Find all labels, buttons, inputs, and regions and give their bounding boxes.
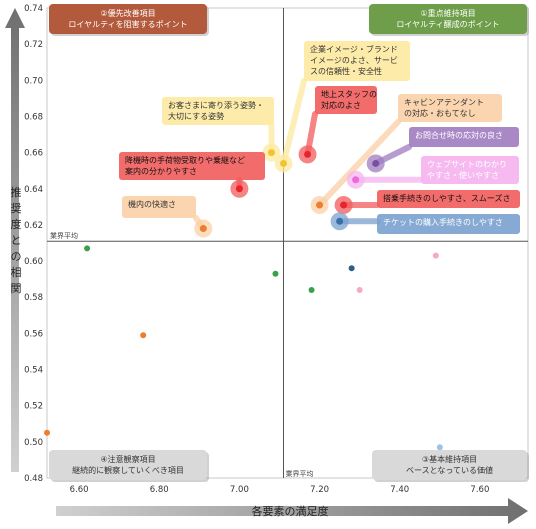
point-label: お問合せ時の応対の良さ <box>415 130 503 140</box>
label-box <box>409 127 519 147</box>
data-point <box>44 429 50 436</box>
quadrant-label-line: ③基本維持項目 <box>422 454 477 464</box>
y-tick-label: 0.62 <box>24 221 43 231</box>
point-label: チケットの購入手続きのしやすさ <box>383 217 503 227</box>
x-tick-label: 7.20 <box>310 485 329 495</box>
point-label: お客さまに寄り添う姿勢・大切にする姿勢 <box>168 100 264 121</box>
data-point <box>432 252 439 259</box>
x-tick-label: 7.40 <box>390 485 409 495</box>
axis-titles: 各要素の満足度 推奨度との相関 <box>11 185 329 518</box>
label-box <box>377 190 520 208</box>
y-tick-label: 0.56 <box>24 329 43 339</box>
x-tick-label: 6.60 <box>70 485 89 495</box>
label-box <box>122 196 196 218</box>
y-tick-label: 0.72 <box>24 40 43 50</box>
label-box <box>315 86 377 114</box>
data-point <box>304 150 312 158</box>
data-point <box>272 270 279 277</box>
axis-arrows <box>5 8 528 524</box>
tick-labels: 0.48 0.50 0.52 0.54 0.56 0.58 0.60 0.62 0.64 0.66… <box>24 4 489 495</box>
y-tick-label: 0.50 <box>24 438 43 448</box>
y-reference-label: 業界平均 <box>50 231 78 240</box>
x-tick-label: 7.60 <box>470 485 489 495</box>
quadrant-label-line: ②優先改善項目 <box>100 8 155 18</box>
x-reference-label: 業界平均 <box>285 469 313 478</box>
data-point <box>235 185 243 193</box>
y-tick-label: 0.58 <box>24 293 43 303</box>
label-box <box>119 152 265 180</box>
label-box <box>304 41 410 81</box>
quadrant-label-line: ④注意観察項目 <box>100 454 155 464</box>
y-axis-arrow <box>5 8 25 472</box>
data-point <box>372 159 380 167</box>
data-point <box>436 444 443 451</box>
y-axis-title: 推奨度との相関 <box>11 185 22 295</box>
label-box <box>377 214 520 234</box>
y-tick-label: 0.68 <box>24 112 43 122</box>
x-tick-label: 6.80 <box>150 485 169 495</box>
data-point <box>84 245 91 252</box>
point-label: 企業イメージ・ブランドイメージのよさ、サービスの信頼性・安全性 <box>310 44 398 76</box>
quadrant-label-line: ①重点維持項目 <box>420 8 475 18</box>
quadrant-box <box>49 4 207 34</box>
data-point <box>316 201 324 209</box>
data-point <box>348 265 355 272</box>
label-box <box>421 156 519 184</box>
quadrant-label-line: ベースとなっている価値 <box>406 465 493 475</box>
data-point <box>356 287 363 293</box>
y-tick-label: 0.66 <box>24 149 43 159</box>
point-label: キャビンアテンダントの対応・おもてなし <box>404 97 484 118</box>
y-tick-label: 0.60 <box>24 257 43 267</box>
y-tick-label: 0.48 <box>24 474 43 484</box>
plot-border <box>46 7 529 479</box>
point-label: 地上スタッフの対応のよさ <box>321 89 377 110</box>
point-label: ウェブサイトのわかりやすさ・使いやすさ <box>427 159 507 180</box>
data-point <box>267 149 275 157</box>
y-tick-label: 0.64 <box>24 185 43 195</box>
quadrant-box <box>372 450 527 480</box>
point-label: 降機時の手荷物受取りや乗継など案内の分かりやすさ <box>125 155 245 176</box>
quadrant-box <box>369 4 527 34</box>
label-leader <box>316 119 401 209</box>
quadrant-label-line: ロイヤルティを阻害するポイント <box>68 19 187 29</box>
data-point <box>199 225 207 233</box>
y-tick-label: 0.52 <box>24 402 43 412</box>
x-axis-title: 各要素の満足度 <box>252 504 329 518</box>
data-point <box>308 287 315 293</box>
label-box <box>162 97 274 125</box>
x-axis-arrow <box>56 498 528 524</box>
data-point <box>279 159 287 167</box>
y-tick-label: 0.74 <box>24 4 43 14</box>
data-point <box>140 332 147 339</box>
data-point <box>336 217 344 225</box>
quadrant-box <box>49 450 207 480</box>
point-label: 機内の快適さ <box>128 199 176 209</box>
plot-area <box>46 7 529 479</box>
label-box <box>398 94 502 122</box>
y-tick-label: 0.70 <box>24 76 43 86</box>
label-leader <box>280 78 307 167</box>
x-tick-label: 7.00 <box>230 485 249 495</box>
quadrant-label-line: 継続的に観察していくべき項目 <box>72 465 184 475</box>
data-point <box>340 201 348 209</box>
data-points <box>44 245 443 451</box>
y-tick-label: 0.54 <box>24 366 43 376</box>
point-label: 搭乗手続きのしやすさ、スムーズさ <box>383 193 511 203</box>
data-point <box>352 176 360 184</box>
quadrant-label-line: ロイヤルティ醸成のポイント <box>396 19 499 29</box>
point-labels: お客さまに寄り添う姿勢・大切にする姿勢 企業イメージ・ブランドイメージのよさ、サー… <box>119 41 520 238</box>
